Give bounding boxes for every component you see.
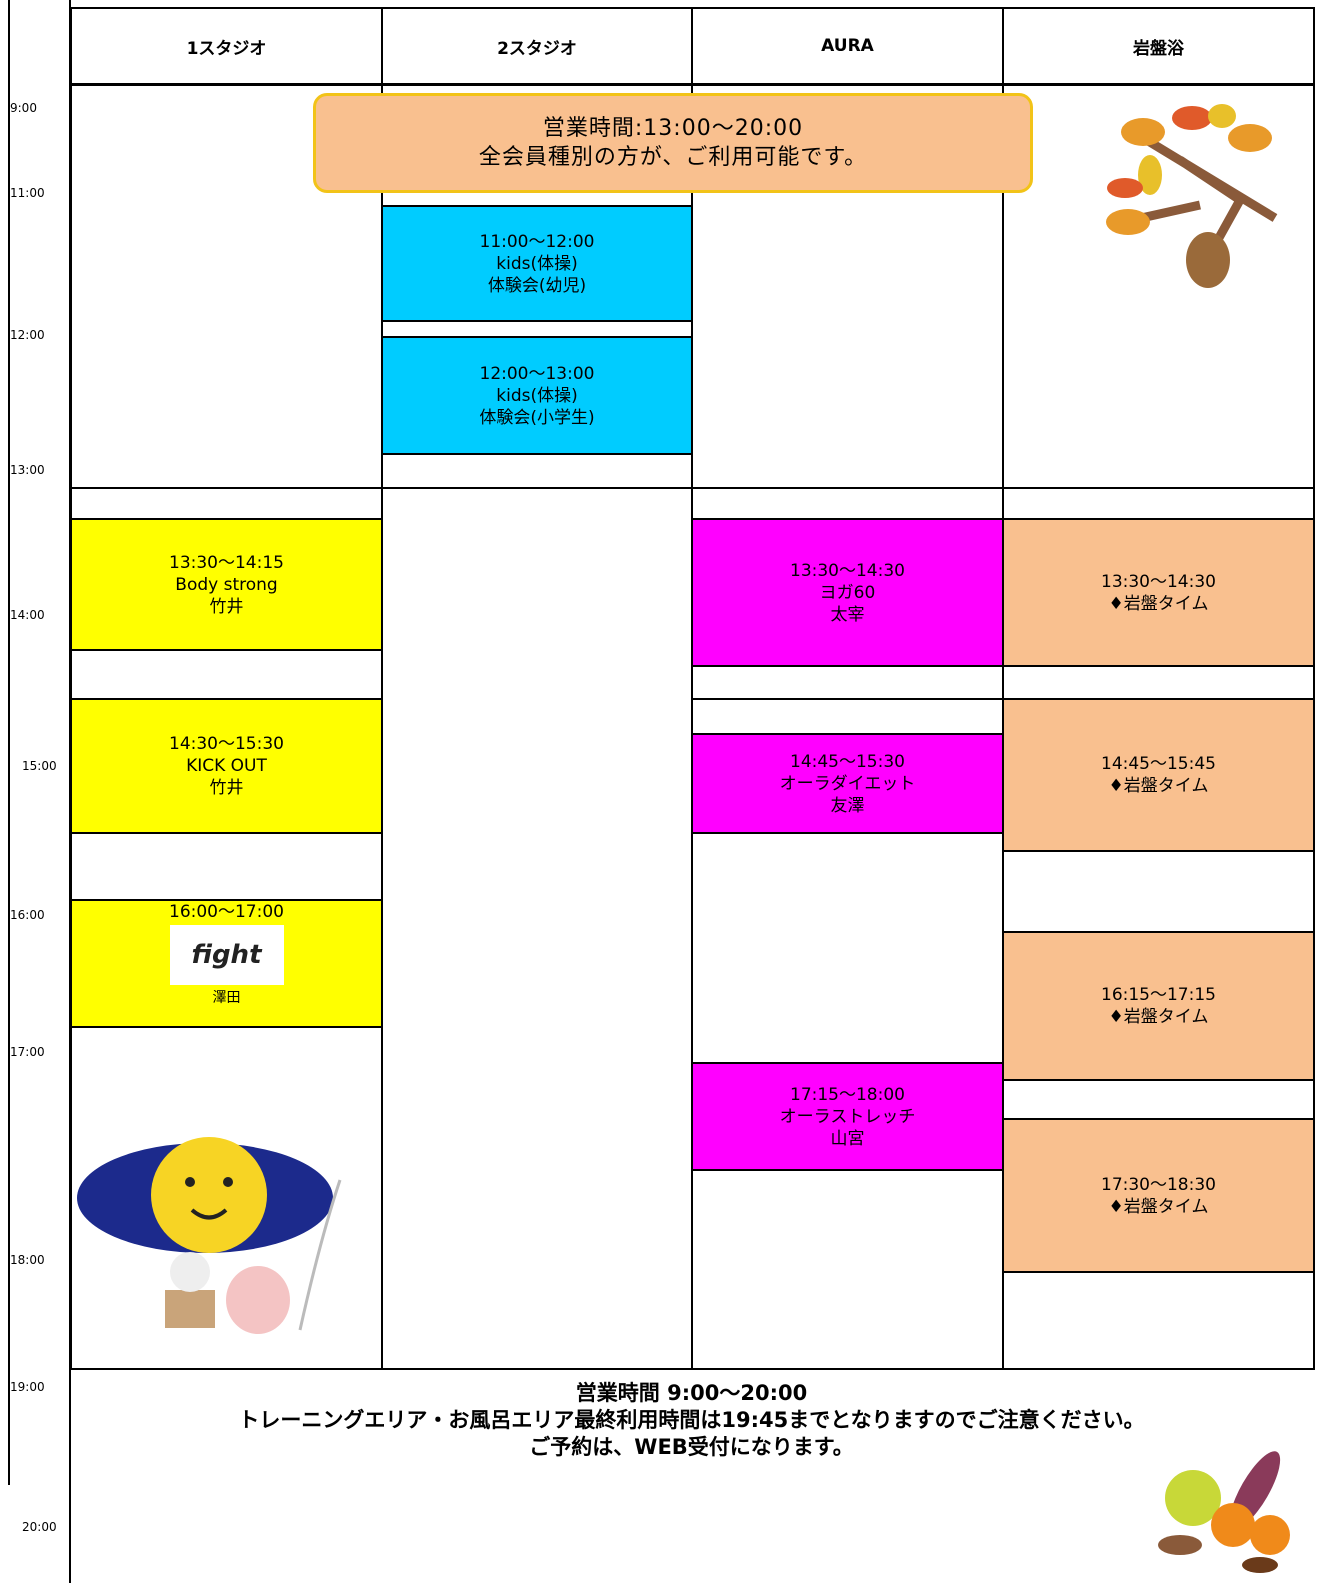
empty-cell — [70, 487, 383, 520]
event-line: オーラストレッチ — [779, 1106, 916, 1127]
event-block: 13:30〜14:30 ヨガ60 太宰 — [691, 518, 1004, 667]
event-line: 16:00〜17:00 — [169, 902, 284, 922]
footer-line: ご予約は、WEB受付になります。 — [529, 1435, 854, 1459]
empty-cell — [381, 487, 693, 1370]
time-label: 17:00 — [10, 1045, 45, 1059]
logo: fight — [169, 925, 284, 985]
time-label: 9:00 — [10, 101, 37, 115]
empty-cell — [691, 698, 1004, 735]
time-label: 14:00 — [10, 608, 45, 622]
empty-cell — [1002, 487, 1315, 520]
event-block: 17:30〜18:30 ♦岩盤タイム — [1002, 1118, 1315, 1273]
event-line: 16:15〜17:15 — [1101, 985, 1216, 1005]
event-block: 12:00〜13:00 kids(体操) 体験会(小学生) — [381, 336, 693, 455]
event-line: kids(体操) — [496, 385, 578, 406]
event-block: 16:15〜17:15 ♦岩盤タイム — [1002, 931, 1315, 1081]
notice-box: 営業時間:13:00〜20:00 全会員種別の方が、ご利用可能です。 — [313, 93, 1033, 193]
event-line: ♦岩盤タイム — [1108, 1007, 1209, 1027]
event-line: Body strong — [175, 574, 278, 595]
event-line: 太宰 — [830, 604, 865, 625]
event-line: 14:45〜15:30 — [790, 751, 905, 772]
event-line: 13:30〜14:30 — [1101, 571, 1216, 592]
empty-cell — [691, 487, 1004, 520]
event-line: kids(体操) — [496, 253, 578, 274]
event-line: 竹井 — [209, 778, 244, 798]
event-line: ♦岩盤タイム — [1108, 776, 1209, 796]
time-label: 18:00 — [10, 1253, 45, 1267]
column-header: AURA — [691, 7, 1004, 85]
empty-cell — [691, 665, 1004, 700]
empty-cell — [70, 1026, 383, 1370]
time-label: 15:00 — [22, 759, 57, 773]
empty-cell — [1002, 1271, 1315, 1370]
event-block: 14:30〜15:30 KICK OUT 竹井 — [70, 698, 383, 834]
footer-line: 営業時間 9:00〜20:00 — [575, 1381, 808, 1405]
column-header: 岩盤浴 — [1002, 7, 1315, 85]
event-line: ♦岩盤タイム — [1108, 1196, 1209, 1217]
event-block: 14:45〜15:45 ♦岩盤タイム — [1002, 698, 1315, 852]
event-line: 14:30〜15:30 — [169, 734, 284, 754]
event-line: 14:45〜15:45 — [1101, 754, 1216, 774]
event-line: 13:30〜14:30 — [790, 560, 905, 581]
event-line: ♦岩盤タイム — [1108, 593, 1209, 614]
event-block: 11:00〜12:00 kids(体操) 体験会(幼児) — [381, 205, 693, 322]
time-label: 13:00 — [10, 463, 45, 477]
empty-cell — [691, 832, 1004, 1064]
event-line: ヨガ60 — [819, 582, 876, 603]
time-label: 20:00 — [22, 1520, 57, 1534]
column-header: 1スタジオ — [70, 7, 383, 85]
empty-cell — [1002, 84, 1315, 489]
time-label: 12:00 — [10, 328, 45, 342]
time-label: 11:00 — [10, 186, 45, 200]
empty-cell — [70, 649, 383, 700]
event-line: 11:00〜12:00 — [479, 231, 595, 252]
footer-line: トレーニングエリア・お風呂エリア最終利用時間は19:45までとなりますのでご注意… — [238, 1408, 1145, 1432]
empty-cell — [1002, 850, 1315, 933]
event-line: KICK OUT — [186, 756, 267, 776]
footer: 営業時間 9:00〜20:00 トレーニングエリア・お風呂エリア最終利用時間は1… — [70, 1368, 1313, 1461]
fruit-illustration — [1158, 1451, 1290, 1573]
notice-line: 全会員種別の方が、ご利用可能です。 — [478, 145, 868, 170]
event-line: 山宮 — [830, 1128, 865, 1149]
empty-cell — [1002, 1079, 1315, 1120]
event-line: 友澤 — [830, 795, 865, 816]
event-block: 13:30〜14:30 ♦岩盤タイム — [1002, 518, 1315, 667]
time-label: 19:00 — [10, 1380, 45, 1394]
event-line: 12:00〜13:00 — [479, 363, 595, 384]
event-block: 17:15〜18:00 オーラストレッチ 山宮 — [691, 1062, 1004, 1171]
empty-cell — [381, 453, 693, 489]
empty-cell — [70, 832, 383, 901]
event-line: 13:30〜14:15 — [169, 552, 284, 573]
empty-cell — [691, 1169, 1004, 1370]
event-line: 17:30〜18:30 — [1101, 1174, 1216, 1195]
column-header: 2スタジオ — [381, 7, 693, 85]
event-line: 体験会(小学生) — [479, 407, 595, 428]
empty-cell — [1002, 665, 1315, 700]
event-line: オーラダイエット — [779, 773, 916, 794]
event-line: 体験会(幼児) — [487, 275, 587, 296]
event-block: 16:00〜17:00 fight 澤田 — [70, 899, 383, 1028]
notice-line: 営業時間:13:00〜20:00 — [542, 116, 804, 141]
time-label: 16:00 — [10, 908, 45, 922]
event-line: 17:15〜18:00 — [790, 1084, 905, 1105]
event-block: 13:30〜14:15 Body strong 竹井 — [70, 518, 383, 651]
event-line: 澤田 — [212, 990, 241, 1006]
left-rule — [8, 0, 10, 1485]
event-line: 竹井 — [209, 596, 244, 617]
event-block: 14:45〜15:30 オーラダイエット 友澤 — [691, 733, 1004, 834]
